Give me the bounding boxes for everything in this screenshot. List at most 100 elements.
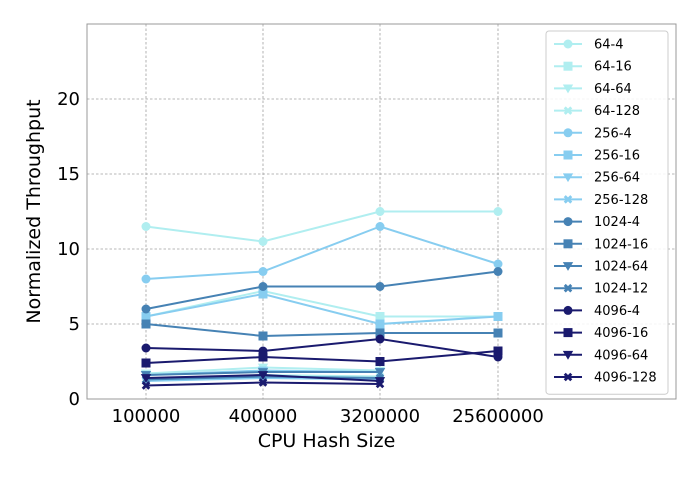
legend-label: 256-128 — [594, 193, 648, 208]
data-point — [258, 282, 268, 291]
data-point — [141, 304, 151, 314]
series-line — [145, 292, 499, 326]
series-line — [145, 225, 499, 280]
y-tick-label: 20 — [57, 89, 80, 110]
legend-marker — [563, 283, 573, 293]
data-point — [258, 267, 268, 276]
legend-item: 256-128 — [554, 193, 648, 208]
data-point — [375, 207, 385, 216]
x-tick-label: 400000 — [229, 406, 298, 427]
legend-item: 256-64 — [554, 171, 640, 186]
data-point — [375, 282, 385, 291]
series-line — [145, 210, 498, 243]
data-point — [258, 237, 268, 246]
data-point — [374, 377, 386, 386]
data-point — [258, 352, 268, 362]
legend-marker — [563, 372, 573, 382]
legend-item: 256-16 — [554, 149, 640, 164]
legend-item: 4096-64 — [554, 348, 648, 363]
legend-label: 4096-64 — [594, 348, 648, 363]
data-point — [375, 312, 385, 321]
data-point — [141, 274, 151, 284]
legend-marker — [563, 39, 573, 49]
legend-label: 1024-64 — [594, 260, 648, 275]
legend-label: 256-16 — [594, 149, 640, 164]
data-point — [258, 331, 268, 341]
tick-labels: 100000 400000 3200000 25600000 0 5 10 15 20 — [57, 89, 544, 427]
legend-label: 1024-4 — [594, 215, 640, 230]
x-axis-title: CPU Hash Size — [258, 430, 396, 452]
legend-label: 256-4 — [594, 126, 632, 141]
y-tick-label: 0 — [69, 389, 80, 410]
legend-marker — [563, 305, 573, 315]
data-point — [375, 222, 385, 231]
data-point — [141, 319, 151, 329]
legend-item: 4096-16 — [554, 326, 648, 341]
data-point — [141, 343, 151, 353]
x-tick-label: 3200000 — [340, 406, 420, 427]
legend-label: 64-128 — [594, 104, 640, 119]
legend-marker — [562, 350, 574, 360]
legend-label: 1024-12 — [594, 282, 648, 297]
x-tick-label: 100000 — [112, 406, 181, 427]
data-point — [375, 379, 385, 389]
y-tick-label: 10 — [57, 239, 80, 260]
series-line — [145, 337, 499, 358]
legend: 64-4 64-16 64-64 64-128 256-4 256-16 256-64 256… — [545, 30, 669, 395]
legend-marker — [563, 61, 573, 71]
series-256-4 — [141, 222, 503, 284]
legend-marker — [563, 128, 573, 138]
legend-marker — [563, 217, 573, 227]
series-1024-4 — [141, 267, 503, 314]
x-tick-label: 25600000 — [452, 406, 544, 427]
data-point — [493, 328, 503, 338]
legend-item: 64-64 — [554, 82, 632, 97]
data-point — [140, 374, 152, 383]
data-point — [493, 346, 503, 356]
legend-marker — [563, 239, 573, 249]
series-line — [145, 270, 499, 310]
legend-item: 4096-4 — [554, 304, 640, 319]
legend-box — [545, 30, 669, 395]
legend-label: 1024-16 — [594, 237, 648, 252]
data-point — [141, 358, 151, 368]
legend-item: 256-4 — [554, 126, 632, 141]
legend-marker — [562, 84, 574, 94]
series-4096-16 — [141, 346, 503, 368]
series-line — [145, 323, 498, 338]
series-4096-64 — [140, 371, 386, 386]
data-point — [375, 334, 385, 344]
legend-item: 1024-64 — [554, 260, 648, 275]
legend-item: 64-16 — [554, 60, 632, 75]
data-point — [258, 378, 268, 387]
series-4096-4 — [141, 334, 503, 362]
series-group — [140, 207, 503, 390]
legend-label: 64-16 — [594, 60, 632, 75]
legend-marker — [563, 195, 573, 204]
series-64-16 — [141, 286, 503, 321]
data-point — [141, 381, 151, 390]
data-point — [374, 368, 386, 377]
legend-item: 4096-128 — [554, 371, 657, 386]
legend-item: 1024-16 — [554, 237, 648, 252]
legend-label: 4096-4 — [594, 304, 640, 319]
legend-label: 64-4 — [594, 38, 624, 53]
series-1024-16 — [141, 319, 503, 341]
data-point — [257, 371, 269, 380]
legend-marker — [563, 106, 573, 115]
legend-label: 4096-128 — [594, 371, 657, 386]
y-tick-label: 15 — [57, 164, 80, 185]
data-point — [375, 319, 385, 329]
series-line — [145, 350, 499, 364]
legend-item: 64-128 — [554, 104, 640, 119]
legend-marker — [562, 262, 574, 271]
data-point — [375, 328, 385, 338]
data-point — [141, 222, 151, 231]
data-point — [493, 259, 503, 269]
data-point — [141, 312, 151, 321]
data-point — [258, 289, 268, 299]
data-point — [493, 207, 503, 216]
series-4096-128 — [141, 378, 385, 390]
legend-marker — [562, 173, 574, 183]
